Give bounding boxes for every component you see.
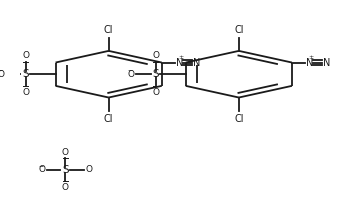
- Text: S: S: [62, 165, 69, 175]
- Text: O: O: [62, 148, 69, 157]
- Text: S: S: [22, 69, 29, 79]
- Text: O: O: [85, 165, 92, 174]
- Text: −: −: [38, 163, 44, 168]
- Text: O: O: [152, 52, 159, 60]
- Text: −: −: [0, 67, 2, 73]
- Text: −: −: [127, 67, 133, 73]
- Text: N: N: [193, 57, 200, 68]
- Text: Cl: Cl: [104, 114, 113, 124]
- Text: N: N: [306, 57, 313, 68]
- Text: O: O: [152, 88, 159, 97]
- Text: ±: ±: [309, 55, 314, 60]
- Text: ±: ±: [178, 55, 184, 60]
- Text: N: N: [323, 57, 330, 68]
- Text: N: N: [176, 57, 183, 68]
- Text: O: O: [62, 183, 69, 191]
- Text: S: S: [152, 69, 159, 79]
- Text: Cl: Cl: [234, 25, 244, 35]
- Text: O: O: [38, 165, 45, 174]
- Text: O: O: [22, 52, 29, 60]
- Text: O: O: [127, 70, 134, 79]
- Text: O: O: [22, 88, 29, 97]
- Text: O: O: [0, 70, 4, 79]
- Text: Cl: Cl: [234, 114, 244, 124]
- Text: Cl: Cl: [104, 25, 113, 35]
